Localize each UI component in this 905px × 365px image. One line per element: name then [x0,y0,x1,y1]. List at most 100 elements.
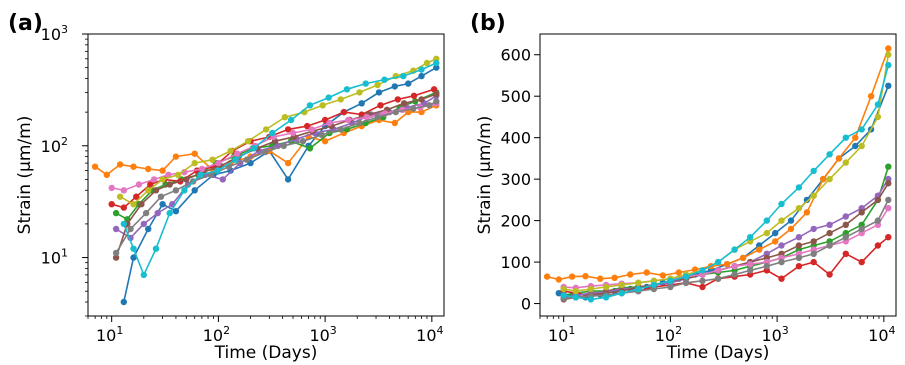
panel-b-series-2-point [835,155,843,162]
panel-b-series-2-point [597,275,604,282]
panel-b-series-6-point [826,229,833,237]
panel-b-series-8-point [699,277,706,284]
panel-a-plot-frame [87,33,445,317]
panel-a-series-10-point [306,102,314,109]
panel-b-series-6-point [810,238,817,245]
panel-a-y-tick-label: 101 [41,247,68,268]
panel-a-series-9-point [175,171,182,178]
panel-b-series-2-point [787,225,795,233]
panel-b-series-8-point [795,254,803,262]
panel-a-series-2-point [145,165,152,173]
panel-b-series-4-point [795,263,803,270]
panel-b-series-1-point [772,229,779,237]
panel-b-series-8-point [667,283,674,291]
panel-b-y-tick-label: 200 [500,212,531,231]
panel-b-series-10-point [635,285,642,293]
panel-b-series-7-point [885,205,892,212]
panel-a-series-8-point [299,138,307,145]
panel-a-x-tick-label: 101 [96,324,123,345]
panel-a-y-tick-label: 102 [41,135,68,156]
panel-b-series-1-point [852,142,859,150]
panel-b-series-1-point [555,290,562,297]
panel-b-series-8-point [763,263,770,270]
panel-b-series-8-point [682,279,690,286]
panel-a-series-8-point [433,98,440,105]
panel-b-series-8-point [778,258,785,266]
panel-b-series-4-point [842,250,849,257]
panel-b-y-tick-label: 400 [500,129,531,148]
panel-b-series-10-point [560,292,567,299]
panel-a-series-9-point [244,138,252,145]
panel-b-series-5-point [842,213,849,220]
panel-a-series-3-point [306,145,314,152]
panel-b-series-9-point [858,142,865,150]
panel-a-series-6-point [138,201,145,208]
panel-b-series-7-line [563,207,889,289]
panel-b-y-tick-label: 500 [500,87,531,106]
panel-b-series-1-point [885,82,892,90]
panel-b-series-2-point [885,45,892,52]
panel-a-series-8-point [142,209,150,217]
panel-b-label: (b) [470,11,506,36]
panel-b-series-4-point [874,242,882,249]
panel-b-series-1-point [803,196,811,204]
panel-b-y-tick-label: 600 [500,46,531,65]
panel-b-series-6-point [842,221,849,228]
panel-b-series-9-point [635,279,642,286]
panel-a-series-2-point [321,138,329,145]
panel-a-series-8-point [172,187,180,194]
panel-b-series-9-point [587,285,595,293]
panel-a-y-ticks: 101 102 103 [41,23,88,317]
panel-a-series-6-point [433,90,440,98]
panel-b-series-2-point [723,261,731,268]
panel-b-series-4-point [826,271,833,278]
panel-a-series-10-point [214,167,221,174]
panel-a-series-9-point [130,201,137,208]
panel-b-series-2-point [659,272,667,279]
panel-b-series-10-point [667,277,674,284]
panel-b-series-4-point [885,234,892,241]
panel-a-series-9-point [159,176,166,183]
panel-b-series-10-point [602,294,610,301]
panel-b-x-axis-label: Time (Days) [666,343,770,363]
panel-b-series-2-point [772,238,779,245]
panel-b-series-9-point [618,281,625,289]
panel-b-y-tick-label: 0 [521,295,531,314]
panel-a-series-1-point [172,208,180,215]
panel-a-series-4-point [133,193,140,200]
panel-a-series-4-point [304,122,311,130]
panel-b-series-6-point [874,196,882,204]
panel-b-series-2-line [546,48,890,281]
panel-a-series-7-point [308,126,315,133]
panel-a-series-7-point [108,184,115,192]
panel-b-series-10-point [699,267,706,274]
panel-b-series-4-point [858,258,865,266]
panel-a-series-2-point [391,119,398,127]
panel-b-series-2-point [867,93,875,100]
panel-b-series-10-line [563,64,890,301]
panel-b-series-10-point [885,61,892,69]
panel-a-series-1-point [284,176,292,183]
panel-b-series-10-point [874,101,882,108]
panel-a-series-9-point [191,159,198,167]
panel-a-series-7-point [135,181,143,188]
panel-b-series-6-line [563,182,889,301]
panel-b-series-2-point [852,134,859,141]
panel-a-series-9-point [209,156,216,163]
panel-a-series-7-point [363,114,370,121]
panel-a-series-4-point [377,102,384,109]
panel-a-x-axis-label: Time (Days) [214,343,318,363]
panel-a-series-10-point [181,187,188,194]
panel-b-x-tick-label: 103 [761,324,788,345]
panel-a-series-group [91,55,440,306]
panel-a-series-10-point [140,271,147,279]
panel-b-series-8-point [885,196,892,204]
panel-a-series-7-point [120,187,128,194]
panel-b-series-7-point [747,261,754,268]
panel-a-series-4-point [340,108,348,116]
panel-a-series-6-point [183,176,190,183]
panel-b-series-2-point [739,254,747,262]
panel-b-series-10-point [731,246,738,253]
panel-a-series-10-point [152,245,160,252]
panel-a-series-2-point [103,171,111,178]
